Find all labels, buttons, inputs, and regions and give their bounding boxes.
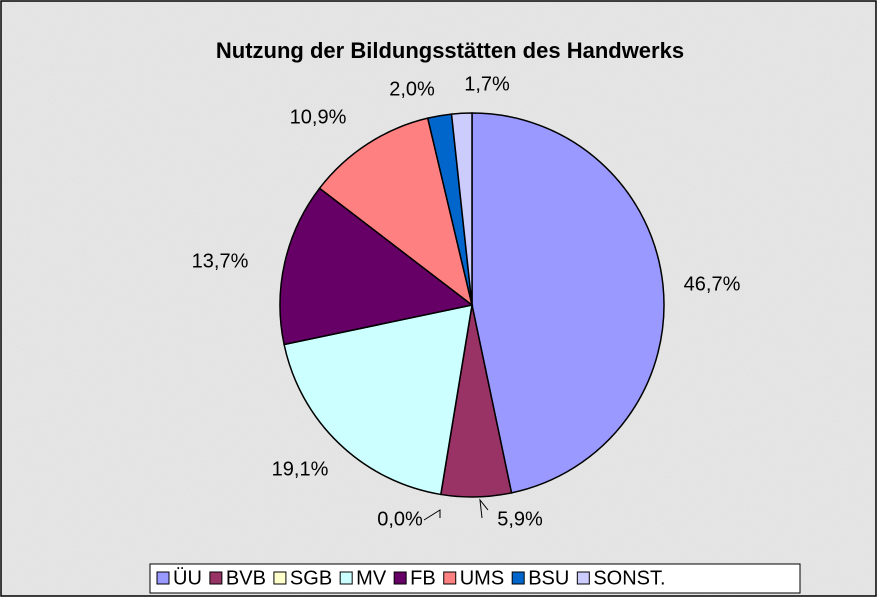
legend-label: ÜU — [173, 567, 202, 589]
data-label: 2,0% — [389, 78, 435, 100]
legend-label: SGB — [290, 567, 332, 589]
legend-swatch — [273, 571, 287, 585]
legend: ÜU BVB SGB MV FB UMS BSU SONST. — [156, 567, 666, 589]
data-label: 46,7% — [684, 273, 741, 295]
pie-slice — [279, 187, 474, 346]
legend-label: MV — [356, 567, 387, 589]
data-label: 19,1% — [272, 458, 329, 480]
legend-swatch — [443, 571, 457, 585]
data-label: 5,9% — [497, 508, 543, 530]
data-label: 0,0% — [377, 508, 423, 530]
data-label: 1,7% — [464, 73, 510, 95]
pie-slice — [450, 112, 473, 306]
pie-slice — [471, 112, 665, 494]
legend-swatch — [511, 571, 525, 585]
legend-swatch — [339, 571, 353, 585]
legend-swatch — [393, 571, 407, 585]
legend-label: BSU — [528, 567, 569, 589]
pie-slice — [283, 304, 473, 496]
legend-swatch — [576, 571, 590, 585]
leader-line — [479, 498, 489, 519]
pie-slice — [318, 117, 474, 307]
legend-label: SONST. — [593, 567, 665, 589]
legend-box — [149, 563, 801, 594]
data-label: 10,9% — [290, 106, 347, 128]
legend-label: BVB — [226, 567, 266, 589]
leader-line — [423, 509, 441, 521]
legend-label: FB — [410, 567, 436, 589]
chart-title: Nutzung der Bildungsstätten des Handwerk… — [216, 38, 684, 63]
legend-label: UMS — [460, 567, 504, 589]
pie: 46,7% 5,9% 0,0% 19,1% 13,7% 10,9% 2,0% 1,7% — [192, 73, 741, 530]
legend-swatch — [209, 571, 223, 585]
data-label: 13,7% — [192, 250, 249, 272]
legend-swatch — [156, 571, 170, 585]
